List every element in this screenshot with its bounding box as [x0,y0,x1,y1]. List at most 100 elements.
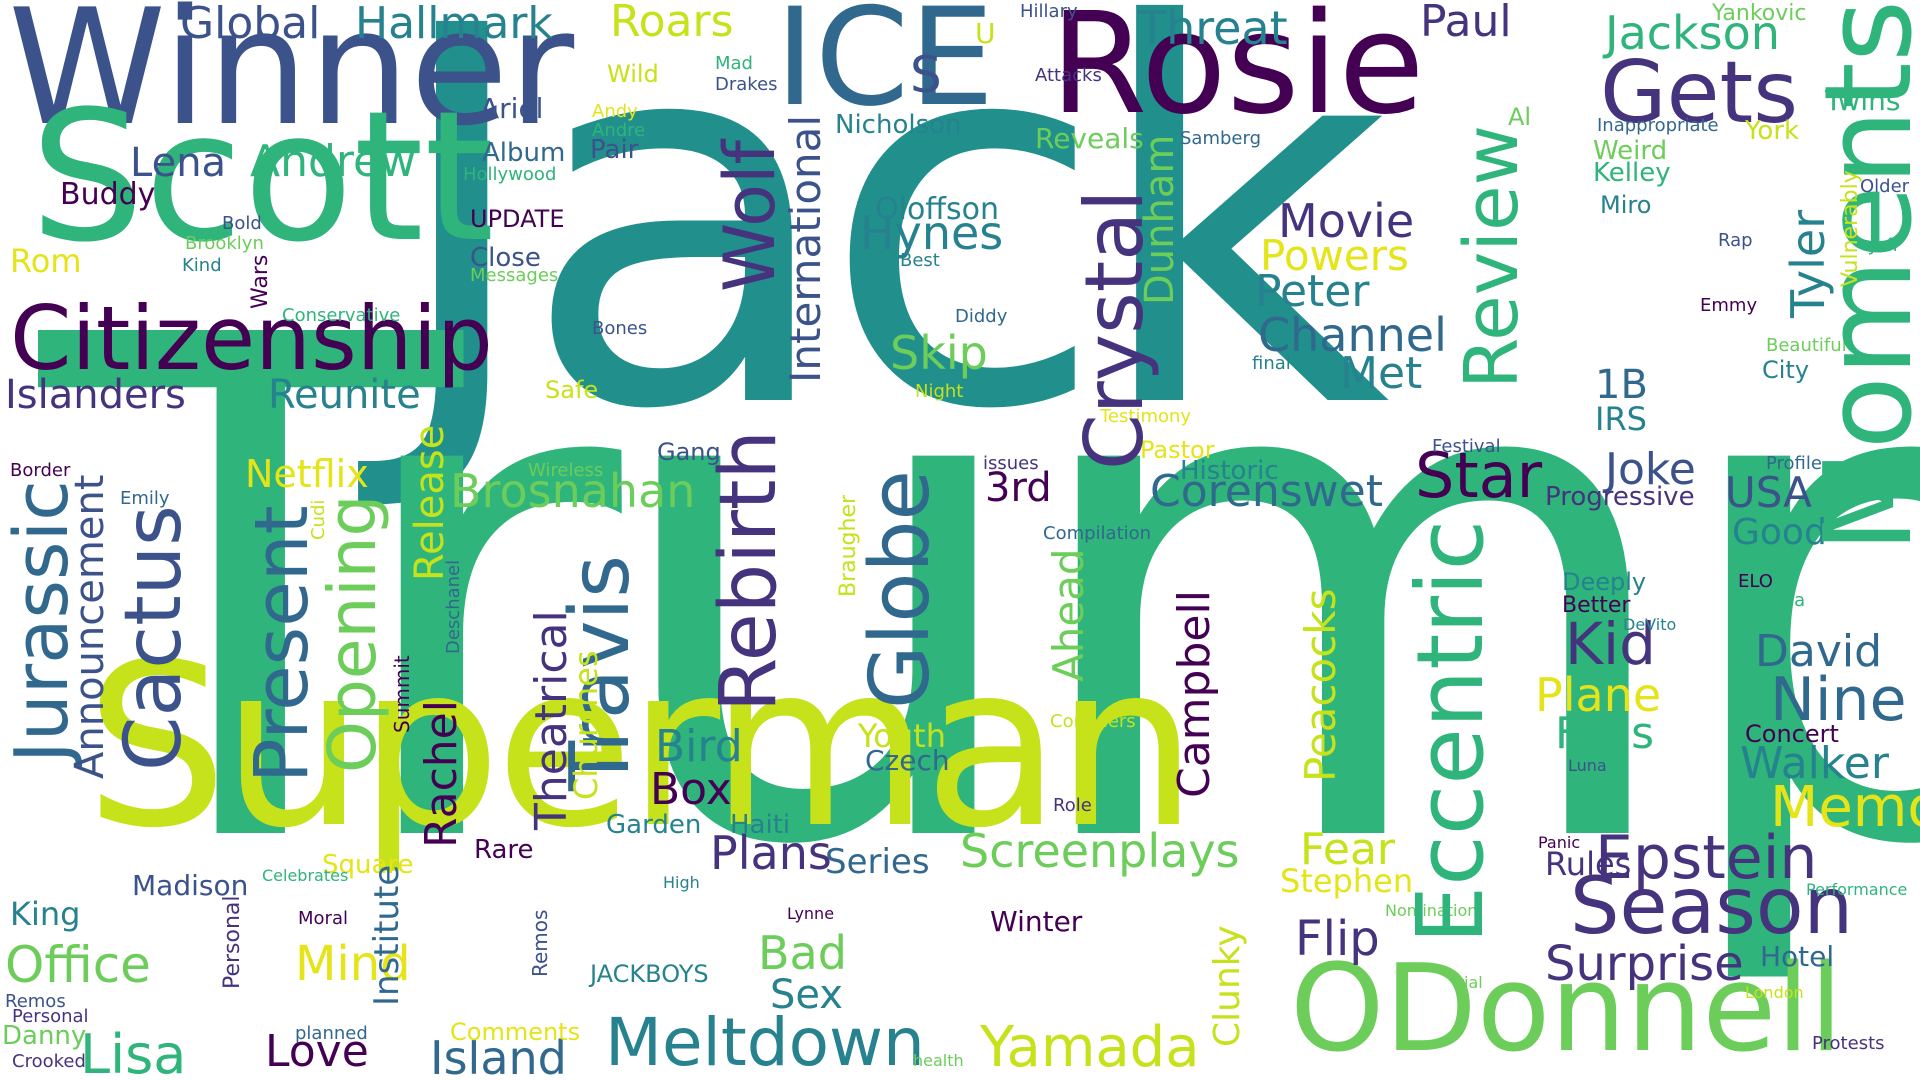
word-crooked: Remos [5,991,66,1012]
word-tyler: Tyler [1781,209,1835,318]
word-samberg: Samberg [1180,128,1261,149]
word-wolf: Wolf [709,139,791,292]
word-conservative: Conservative [282,305,401,326]
word-clarity: Clarity [672,579,705,671]
word-threat: Threat [1138,1,1288,55]
word-concert: Concert [1745,720,1839,748]
word-bird: Bird [655,721,743,772]
word-london: health [913,1051,964,1070]
word-brosnahan: Brosnahan [450,464,696,518]
word-screenplays: Screenplays [960,824,1240,878]
word-diddy: Diddy [955,306,1008,327]
word-fear: Fear [1300,824,1396,875]
word-joke: Joke [1605,444,1696,495]
word-peter: Peter [1255,266,1370,317]
word-kid: Kid [1565,610,1656,678]
word-season: Season [1570,862,1854,952]
word-announcement: Announcement [67,474,113,779]
word-lynne: High [663,873,700,892]
word-gets: Gets [1600,43,1799,143]
word-dunham: Dunham [1137,134,1183,305]
word-personal: Personal [220,895,245,989]
word-testimony: Testimony [1100,406,1192,427]
word-ariel: Ariel [480,92,544,125]
word-bad: Bad [758,926,847,980]
word-jackboys: JACKBOYS [590,960,709,988]
word-older: Older [1860,176,1910,197]
word-vulnerably: Vulnerably [1838,170,1863,287]
word-3rd: 3rd [985,465,1052,511]
word-pair: Pair [590,135,639,165]
word-rules: Rules [1545,845,1632,883]
word-nicholson: Nicholson [835,110,962,140]
word-mad: Wild [607,60,659,88]
word-health: Crooked [12,1051,86,1072]
word-beautiful: Beautiful [1766,335,1847,356]
word-netflix: Netflix [245,452,369,496]
word-hillary: Drakes [715,74,778,95]
word-wild: U [975,17,996,50]
word-hollywood: Hollywood [463,164,557,185]
word-summit: Lynne [787,904,835,923]
word-star: Star [1415,439,1543,512]
word-campbell: Campbell [1169,590,1220,798]
word-square: Square [322,850,414,880]
word-conquers: Summit [390,655,414,733]
word-plans: Plans [710,826,832,880]
word-better: Deeply [1562,568,1647,596]
word-rosie: Rosie [1050,0,1425,146]
word-movie: Movie [1278,194,1415,248]
word-czar: London [1745,983,1804,1002]
word-safe: Safe [545,376,599,404]
word-drakes: Mad [715,53,753,74]
word-andrew: Andrew [250,136,417,187]
word-cactus: Cactus [109,505,199,771]
word-memo: Memo [1770,775,1920,840]
word-child: Protests [1812,1033,1885,1054]
word-album: Album [482,138,566,168]
word-series: Series [825,842,930,882]
word-good: Good [1732,512,1827,553]
word-met: Met [1340,348,1423,399]
word-eccentric: Eccentric [1397,519,1504,944]
word-panic: Role [1053,795,1092,816]
word-city: City [1762,356,1810,384]
word-roars: Roars [610,0,734,47]
word-inappropriate: Inappropriate [1597,115,1719,136]
word-bones: Bones [592,318,648,339]
word-global: Global [180,0,321,49]
word-winter: Winter [990,905,1083,938]
word-al: Al [1508,103,1532,131]
word-buddy: Buddy [60,177,156,212]
word-scott: Scott [30,73,495,282]
word-haiti: Haiti [730,810,791,840]
word-comments: Comments [450,1018,581,1046]
word-surprise: Surprise [1545,936,1744,992]
word-brooklyn: Brooklyn [185,233,264,254]
word-danny: Danny [2,1021,87,1051]
word-s: S [910,46,942,104]
word-obama: ELO [1738,571,1773,592]
word-border: Border [10,460,71,481]
word-issues: issues [983,453,1039,474]
word-flip: Flip [1295,911,1380,967]
word-meltdown: Meltdown [605,1004,925,1080]
word-garden: Garden [606,810,702,840]
word-clunky: Clunky [1207,925,1248,1047]
word-jackson: Jackson [1605,6,1780,60]
word-compilation: Braugher [836,494,861,597]
word-emmy: Emmy [1700,295,1758,316]
word-david: David [1755,626,1883,677]
word-powers: Powers [1260,231,1409,280]
word-epstein: Epstein [1595,823,1818,893]
word-twins: Twins [1825,84,1901,117]
word-irs: IRS [1595,400,1647,438]
word-lisa: Lisa [80,1023,187,1080]
word-hallmark: Hallmark [355,0,553,49]
word-york: York [1745,116,1800,146]
word-corenswet: Corenswet [1150,466,1383,517]
word-andy: Attacks [1035,65,1102,86]
word-deschanel: Deschanel [443,559,464,654]
word-devito: Better [1562,593,1631,618]
